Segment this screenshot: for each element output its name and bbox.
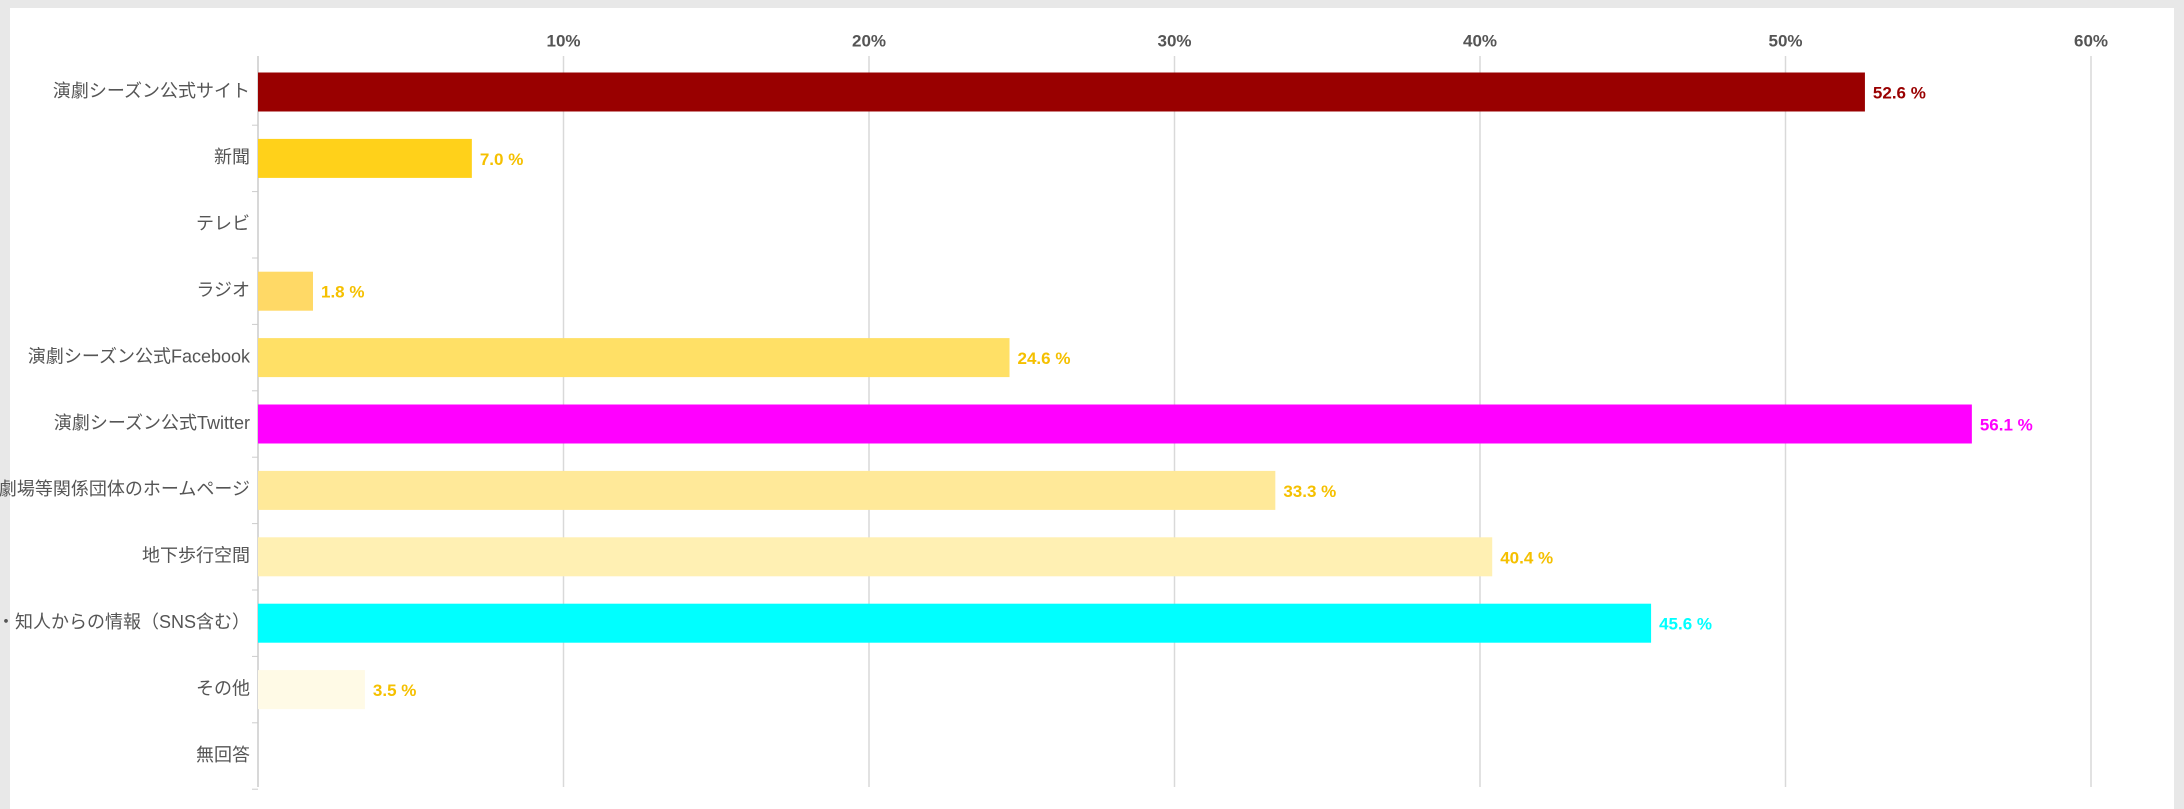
y-tick-label: 演劇シーズン公式Facebook: [28, 346, 251, 366]
value-label: 56.1 %: [1980, 415, 2033, 434]
x-tick-label: 10%: [546, 31, 580, 50]
bar: [258, 537, 1493, 577]
bar: [258, 138, 472, 178]
bar: [258, 404, 1972, 444]
y-tick-label: 無回答: [196, 745, 250, 765]
bar: [258, 603, 1652, 643]
value-label: 52.6 %: [1873, 83, 1926, 102]
x-tick-label: 30%: [1157, 31, 1191, 50]
x-tick-label: 40%: [1463, 31, 1497, 50]
y-tick-label: その他: [196, 678, 250, 698]
bar: [258, 338, 1010, 378]
bar: [258, 72, 1865, 112]
bar: [258, 271, 313, 311]
value-label: 40.4 %: [1500, 548, 1553, 567]
x-tick-label: 50%: [1768, 31, 1802, 50]
value-label: 7.0 %: [480, 150, 523, 169]
value-label: 3.5 %: [373, 681, 416, 700]
value-label: 1.8 %: [321, 283, 364, 302]
x-tick-label: 20%: [852, 31, 886, 50]
y-tick-label: ラジオ: [196, 280, 250, 300]
y-tick-label: 演劇シーズン公式Twitter: [54, 413, 250, 433]
value-label: 45.6 %: [1659, 615, 1712, 634]
value-label: 33.3 %: [1283, 482, 1336, 501]
y-tick-label: 演劇シーズン公式サイト: [53, 81, 250, 101]
y-tick-label: 地下歩行空間: [142, 546, 250, 566]
bar: [258, 670, 365, 710]
x-tick-label: 60%: [2074, 31, 2108, 50]
y-tick-label: テレビ: [196, 214, 250, 234]
y-tick-label: 劇団・劇場等関係団体のホームページ: [0, 479, 250, 499]
bar: [258, 470, 1276, 510]
y-tick-label: 新聞: [214, 147, 250, 167]
y-tick-label: 友人・知人からの情報（SNS含む）: [0, 612, 250, 632]
value-label: 24.6 %: [1018, 349, 1071, 368]
